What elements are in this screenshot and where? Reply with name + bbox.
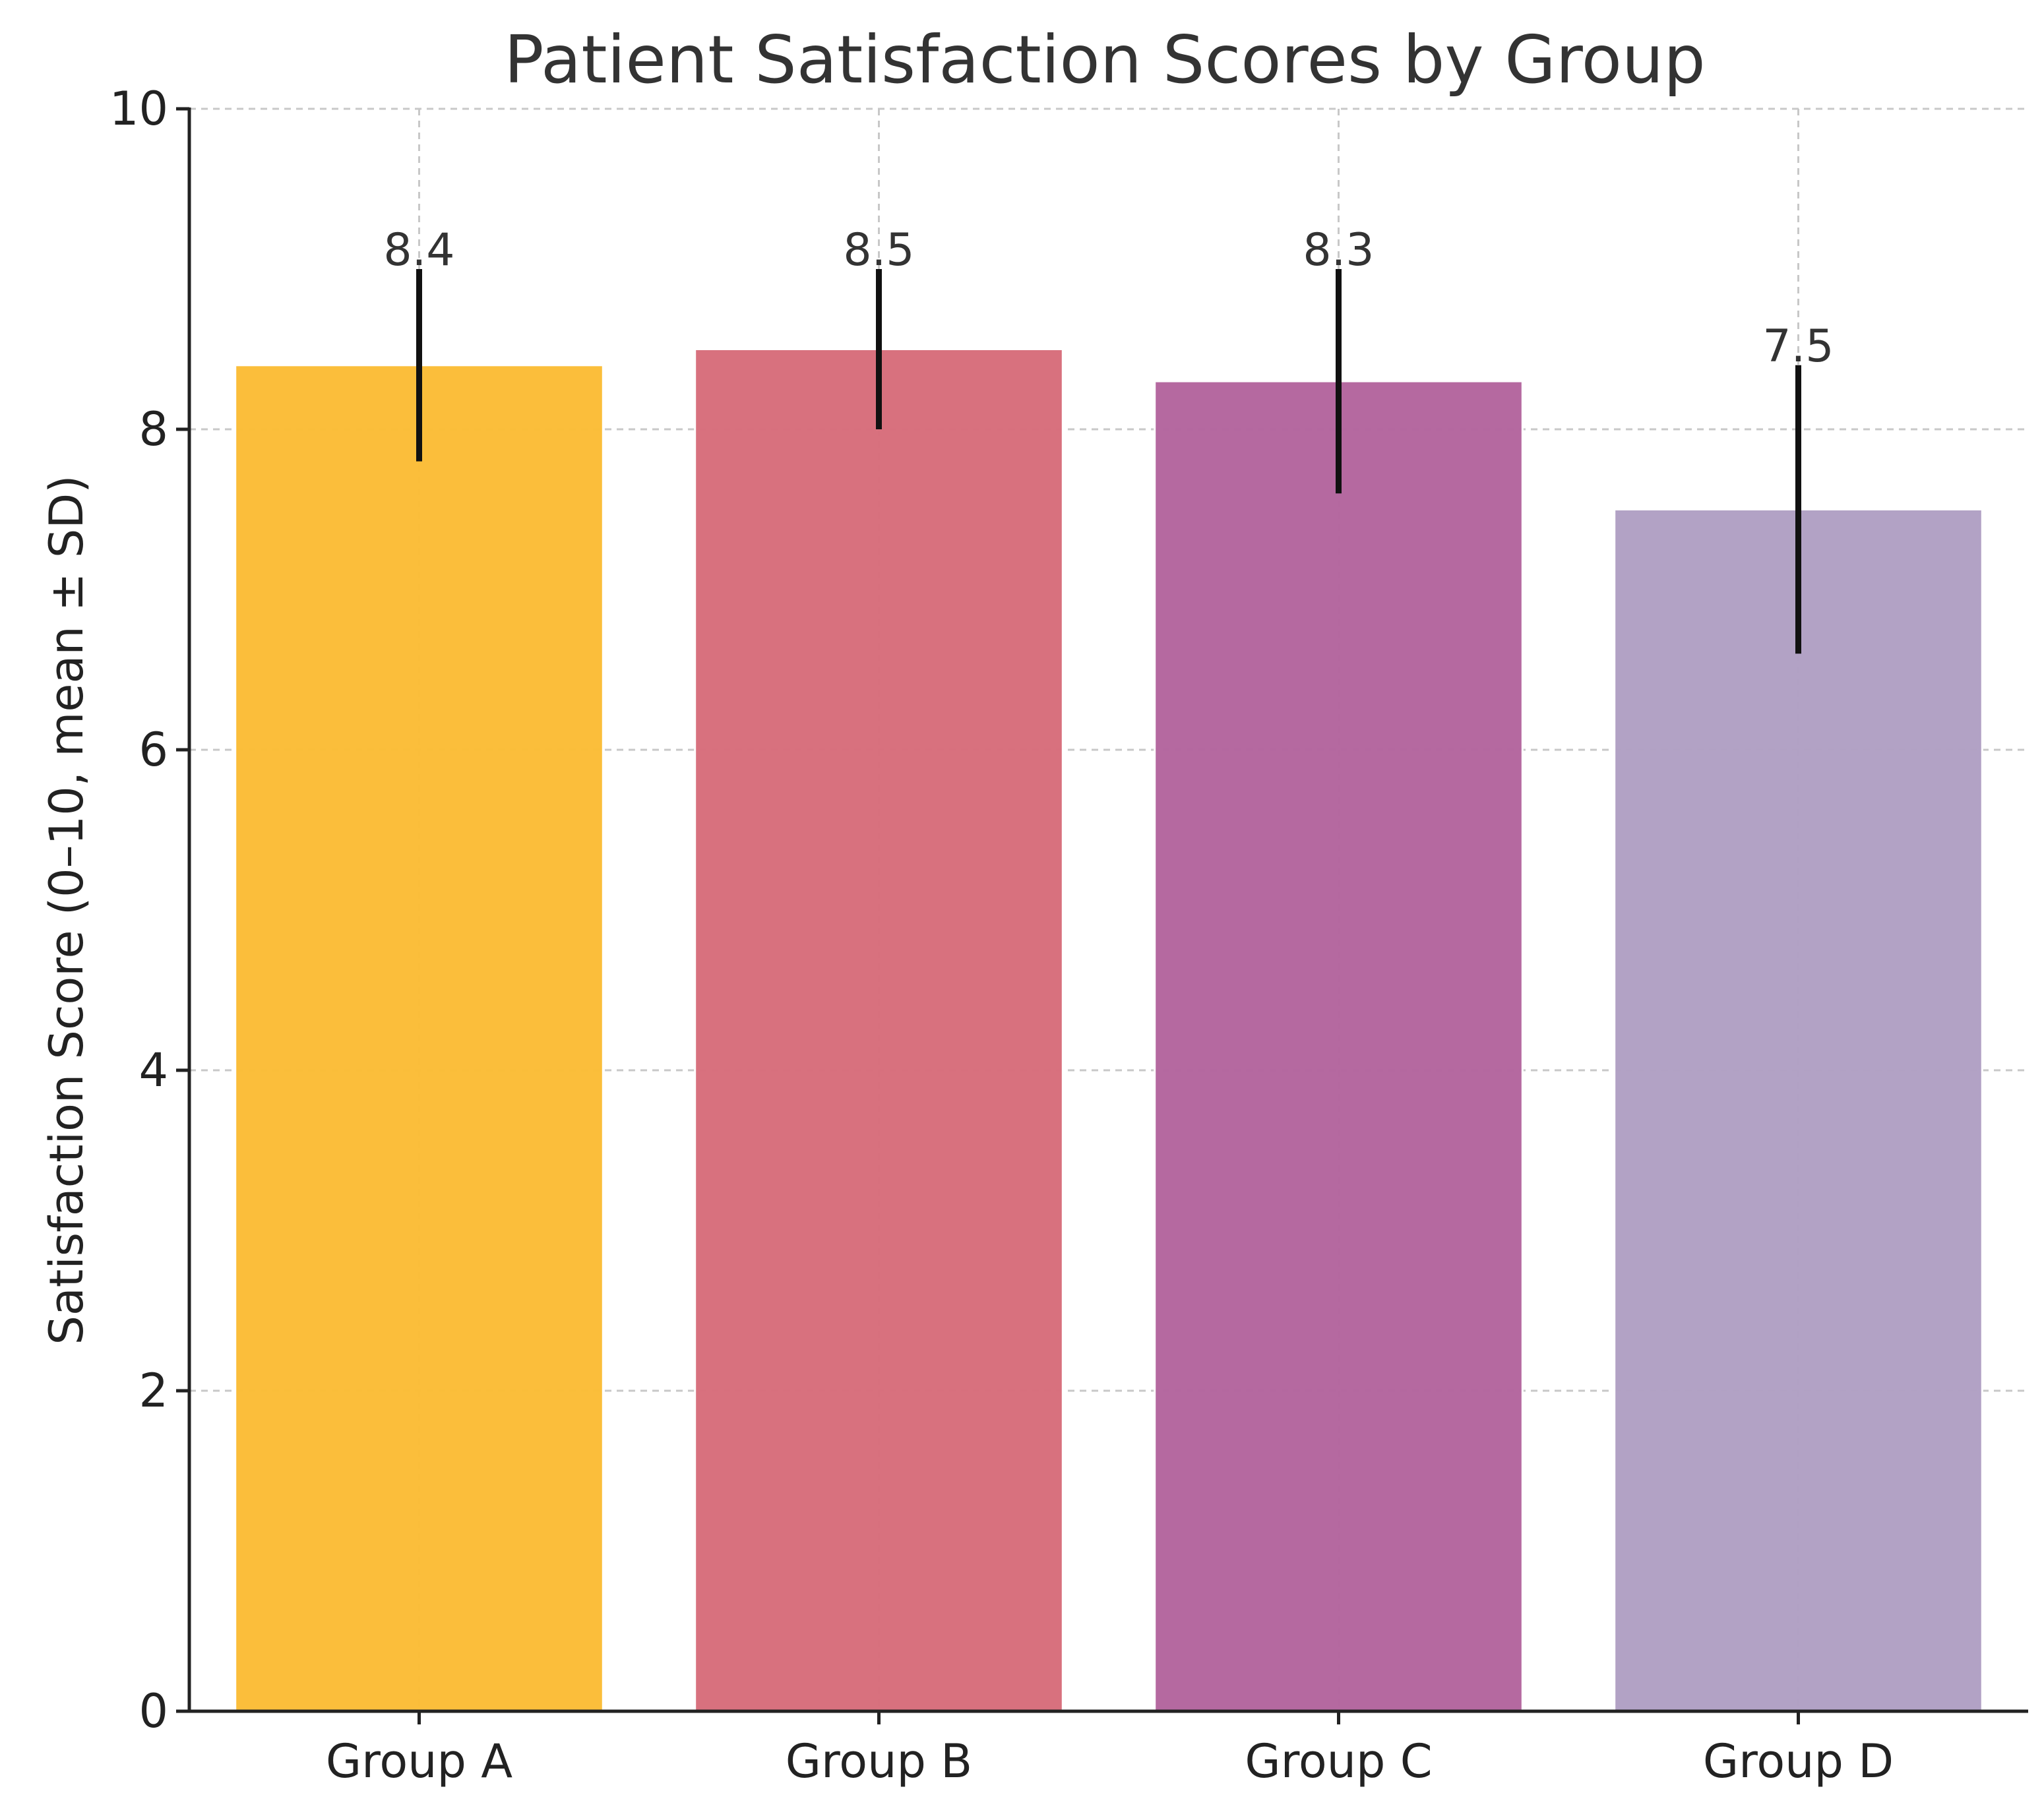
bars: [234, 348, 1983, 1713]
y-tick-label: 8: [139, 402, 168, 456]
y-axis-label: Satisfaction Score (0–10, mean ± SD): [40, 475, 94, 1345]
bar-group-b: [694, 348, 1064, 1713]
data-label: 8.4: [383, 224, 454, 276]
x-ticks: Group A Group B Group C Group D: [326, 1711, 1894, 1788]
y-tick-label: 10: [109, 82, 168, 136]
y-tick-label: 2: [139, 1364, 168, 1418]
bar-group-a: [234, 364, 604, 1713]
data-label: 8.5: [843, 224, 914, 276]
x-tick-label: Group C: [1245, 1734, 1432, 1788]
y-tick-label: 6: [139, 723, 168, 777]
axes: [187, 107, 2028, 1713]
y-tick-label: 0: [139, 1684, 168, 1738]
y-ticks: 0 2 4 6 8 10: [109, 82, 189, 1738]
data-label: 7.5: [1762, 320, 1834, 373]
x-tick-label: Group D: [1703, 1734, 1894, 1788]
x-tick-label: Group A: [326, 1734, 512, 1788]
bar-group-d: [1613, 508, 1983, 1713]
chart-title: Patient Satisfaction Scores by Group: [504, 21, 1705, 98]
x-tick-label: Group B: [786, 1734, 972, 1788]
error-bars: [416, 269, 1801, 654]
bar-group-c: [1154, 380, 1524, 1713]
y-tick-label: 4: [139, 1043, 168, 1097]
data-label: 8.3: [1303, 224, 1374, 276]
value-labels: 8.4 8.5 8.3 7.5: [383, 224, 1834, 373]
